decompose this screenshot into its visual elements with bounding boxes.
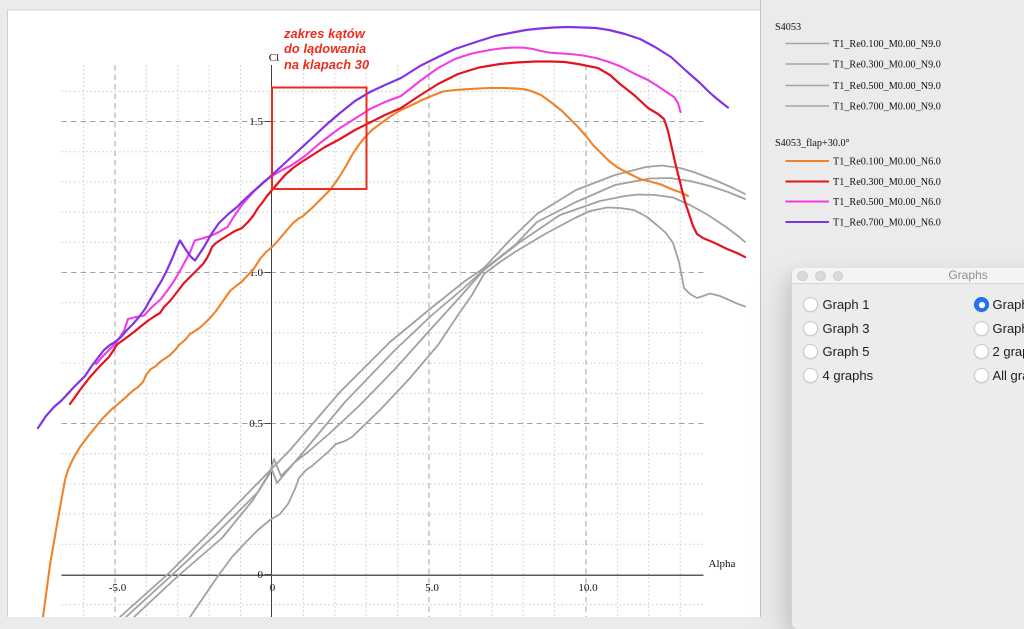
svg-text:T1_Re0.700_M0.00_N9.0: T1_Re0.700_M0.00_N9.0 xyxy=(833,102,941,113)
svg-text:S4053_flap+30.0°: S4053_flap+30.0° xyxy=(775,138,850,149)
svg-text:0.5: 0.5 xyxy=(249,418,263,430)
svg-text:T1_Re0.700_M0.00_N6.0: T1_Re0.700_M0.00_N6.0 xyxy=(833,218,941,229)
svg-text:T1_Re0.300_M0.00_N9.0: T1_Re0.300_M0.00_N9.0 xyxy=(833,60,941,71)
svg-text:S4053: S4053 xyxy=(775,22,801,33)
svg-text:T1_Re0.100_M0.00_N9.0: T1_Re0.100_M0.00_N9.0 xyxy=(833,39,941,50)
svg-text:Cl: Cl xyxy=(269,52,279,64)
svg-text:0: 0 xyxy=(258,569,264,581)
svg-text:-5.0: -5.0 xyxy=(109,582,127,594)
svg-text:T1_Re0.500_M0.00_N9.0: T1_Re0.500_M0.00_N9.0 xyxy=(833,81,941,92)
svg-text:5.0: 5.0 xyxy=(425,582,439,594)
svg-text:T1_Re0.500_M0.00_N6.0: T1_Re0.500_M0.00_N6.0 xyxy=(833,197,941,208)
svg-text:T1_Re0.300_M0.00_N6.0: T1_Re0.300_M0.00_N6.0 xyxy=(833,177,941,188)
svg-text:0: 0 xyxy=(270,582,276,594)
svg-text:1.5: 1.5 xyxy=(249,116,263,128)
svg-text:10.0: 10.0 xyxy=(578,582,598,594)
svg-text:Alpha: Alpha xyxy=(709,558,736,570)
svg-text:T1_Re0.100_M0.00_N6.0: T1_Re0.100_M0.00_N6.0 xyxy=(833,157,941,168)
